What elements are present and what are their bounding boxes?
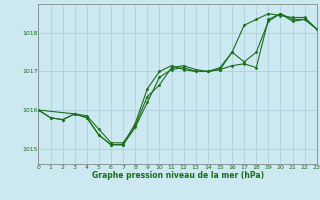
X-axis label: Graphe pression niveau de la mer (hPa): Graphe pression niveau de la mer (hPa) (92, 171, 264, 180)
